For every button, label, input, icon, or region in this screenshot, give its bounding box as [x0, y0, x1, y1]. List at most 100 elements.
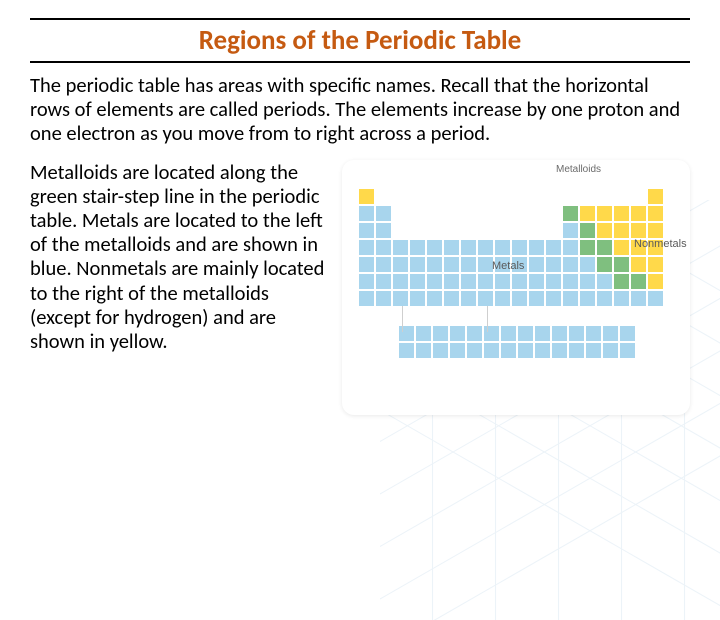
pt-cell: [358, 188, 375, 205]
pt-cell: [477, 273, 494, 290]
pt-cell: [460, 273, 477, 290]
pt-cell: [613, 273, 630, 290]
pt-fblock-cell: [551, 325, 568, 342]
pt-cell: [647, 222, 664, 239]
pt-fblock-cell: [517, 342, 534, 359]
pt-cell: [409, 273, 426, 290]
label-metalloids: Metalloids: [556, 164, 601, 175]
pt-cell: [392, 239, 409, 256]
pt-cell: [647, 256, 664, 273]
pt-cell: [613, 205, 630, 222]
pt-cell: [579, 290, 596, 307]
pt-fblock-cell: [602, 342, 619, 359]
pt-cell: [392, 290, 409, 307]
pt-fblock-cell: [534, 342, 551, 359]
pt-cell: [494, 239, 511, 256]
pt-cell: [375, 273, 392, 290]
pt-cell: [392, 273, 409, 290]
pt-cell: [630, 273, 647, 290]
pt-cell: [562, 205, 579, 222]
pt-cell: [579, 205, 596, 222]
pt-cell: [613, 256, 630, 273]
pt-cell: [562, 222, 579, 239]
pt-cell: [443, 273, 460, 290]
pt-cell: [409, 256, 426, 273]
pt-cell: [358, 205, 375, 222]
pt-cell: [477, 239, 494, 256]
pt-cell: [392, 256, 409, 273]
pt-cell: [562, 273, 579, 290]
pt-fblock-cell: [619, 342, 636, 359]
pt-cell: [358, 290, 375, 307]
pt-cell: [579, 239, 596, 256]
pt-cell: [511, 239, 528, 256]
pt-cell: [596, 290, 613, 307]
pt-cell: [426, 290, 443, 307]
pt-cell: [426, 273, 443, 290]
pt-cell: [647, 205, 664, 222]
pt-cell: [562, 239, 579, 256]
pt-fblock-cell: [466, 325, 483, 342]
pt-cell: [409, 290, 426, 307]
pt-fblock-cell: [432, 325, 449, 342]
pt-cell: [630, 256, 647, 273]
pt-fblock-cell: [585, 325, 602, 342]
pt-cell: [511, 273, 528, 290]
pt-fblock-cell: [568, 325, 585, 342]
pt-cell: [579, 273, 596, 290]
page-title: Regions of the Periodic Table: [30, 22, 690, 59]
pt-cell: [545, 239, 562, 256]
pt-cell: [596, 239, 613, 256]
title-rule-bottom: [30, 61, 690, 63]
pt-cell: [375, 290, 392, 307]
pt-cell: [375, 256, 392, 273]
pt-cell: [358, 222, 375, 239]
periodic-table-figure: Metalloids Nonmetals Metals: [342, 160, 690, 415]
pt-cell: [426, 239, 443, 256]
pt-cell: [545, 290, 562, 307]
pt-fblock-cell: [500, 342, 517, 359]
pt-cell: [460, 256, 477, 273]
pt-cell: [630, 290, 647, 307]
pt-cell: [426, 256, 443, 273]
pt-fblock-cell: [449, 342, 466, 359]
pt-cell: [443, 239, 460, 256]
label-metals: Metals: [492, 260, 524, 272]
pt-fblock-cell: [415, 342, 432, 359]
pt-fblock-cell: [534, 325, 551, 342]
pt-fblock-cell: [466, 342, 483, 359]
title-block: Regions of the Periodic Table: [30, 18, 690, 63]
pt-cell: [375, 222, 392, 239]
intro-paragraph: The periodic table has areas with specif…: [30, 73, 690, 146]
pt-cell: [579, 256, 596, 273]
pt-fblock-cell: [602, 325, 619, 342]
pt-cell: [545, 273, 562, 290]
pt-cell: [358, 256, 375, 273]
pt-cell: [460, 290, 477, 307]
pt-cell: [596, 222, 613, 239]
pt-cell: [443, 290, 460, 307]
pt-fblock-cell: [568, 342, 585, 359]
pt-cell: [460, 239, 477, 256]
pt-cell: [409, 239, 426, 256]
pt-cell: [562, 290, 579, 307]
title-rule-top: [30, 18, 690, 20]
pt-fblock-cell: [483, 325, 500, 342]
pt-cell: [528, 239, 545, 256]
pt-cell: [477, 290, 494, 307]
pt-fblock-cell: [585, 342, 602, 359]
pt-fblock-cell: [483, 342, 500, 359]
pt-cell: [494, 273, 511, 290]
pt-cell: [596, 205, 613, 222]
pt-cell: [528, 290, 545, 307]
pt-cell: [579, 222, 596, 239]
pt-fblock-cell: [449, 325, 466, 342]
pt-cell: [630, 222, 647, 239]
pt-cell: [545, 256, 562, 273]
pt-cell: [375, 239, 392, 256]
pt-cell: [647, 188, 664, 205]
pt-cell: [443, 256, 460, 273]
pt-cell: [596, 273, 613, 290]
guide-line-2: [487, 306, 488, 332]
pt-cell: [494, 290, 511, 307]
